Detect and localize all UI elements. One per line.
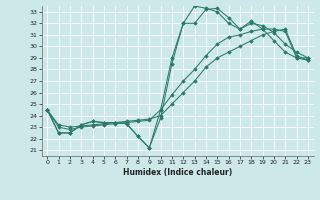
X-axis label: Humidex (Indice chaleur): Humidex (Indice chaleur) xyxy=(123,168,232,177)
